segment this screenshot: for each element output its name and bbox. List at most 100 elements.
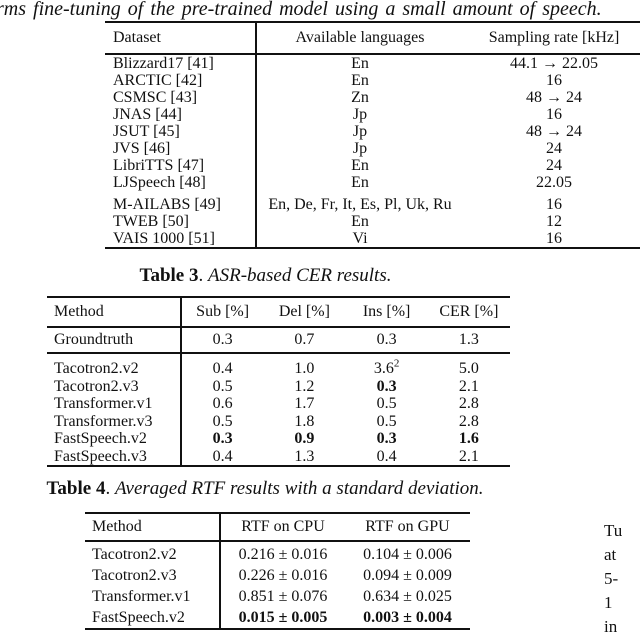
table-row: JVS [46] Jp 24	[105, 140, 640, 157]
text-fragment: in	[604, 617, 618, 636]
rtf-table-header-row: Method RTF on CPU RTF on GPU	[85, 513, 470, 542]
rate-cell: 24	[546, 140, 562, 157]
languages-cell: Jp	[352, 106, 368, 123]
table-row: FastSpeech.v2 0.015 ± 0.005 0.003 ± 0.00…	[85, 607, 470, 629]
table-row: Tacotron2.v3 0.5 1.2 0.3 2.1	[47, 377, 510, 395]
del-cell: 1.8	[294, 412, 315, 430]
sub-cell: 0.3	[181, 327, 264, 354]
cer-results-table: Method Sub [%] Del [%] Ins [%] CER [%] G…	[47, 296, 510, 467]
method-cell: FastSpeech.v3	[47, 447, 182, 466]
dataset-cell: JNAS [44]	[105, 106, 257, 123]
languages-cell: En	[351, 55, 369, 72]
cer-table-header-row: Method Sub [%] Del [%] Ins [%] CER [%]	[47, 297, 510, 328]
cer-cell: 2.8	[458, 412, 479, 430]
dataset-cell: JVS [46]	[105, 140, 257, 157]
rate-cell: 16	[546, 72, 562, 89]
table-row: ARCTIC [42] En 16	[105, 72, 640, 89]
dataset-cell: ARCTIC [42]	[105, 72, 257, 89]
sub-cell: 0.5	[212, 412, 233, 430]
cer-cell: 2.8	[458, 395, 479, 412]
col-header-method: Method	[47, 297, 182, 328]
method-cell: Tacotron2.v2	[47, 353, 182, 378]
table4-caption-label: Table 4	[46, 478, 106, 499]
rtf-cpu-cell: 0.216 ± 0.016	[238, 546, 328, 563]
col-header-ins: Ins [%]	[345, 297, 428, 328]
dataset-cell: M-AILABS [49]	[105, 191, 257, 213]
datasets-table-header-row: Dataset Available languages Sampling rat…	[105, 22, 640, 55]
cer-cell: 2.1	[458, 377, 479, 395]
ins-value: 3.6	[373, 360, 394, 377]
table-row: LibriTTS [47] En 24	[105, 157, 640, 174]
rtf-cpu-cell: 0.015 ± 0.005	[238, 609, 328, 626]
col-header-rtf-gpu: RTF on GPU	[345, 513, 470, 542]
table-row: CSMSC [43] Zn 48 → 24	[105, 89, 640, 106]
cer-cell: 1.3	[427, 327, 510, 354]
rtf-gpu-cell: 0.104 ± 0.006	[363, 546, 452, 563]
languages-cell: Vi	[352, 230, 368, 247]
rate-cell: 16	[546, 196, 562, 213]
del-cell: 1.7	[294, 395, 315, 412]
table-row: Transformer.v3 0.5 1.8 0.5 2.8	[47, 412, 510, 430]
ins-cell: 0.4	[376, 447, 397, 465]
rate-cell: 16	[546, 106, 562, 123]
method-cell: Tacotron2.v3	[47, 377, 182, 395]
sub-cell: 0.6	[212, 395, 233, 412]
del-cell: 1.3	[294, 447, 315, 465]
ins-cell: 0.3	[376, 430, 397, 447]
method-cell: Transformer.v1	[47, 395, 182, 413]
table3-caption-text: ASR-based CER results.	[208, 265, 392, 286]
text-fragment: Tu	[604, 521, 623, 540]
dataset-cell: LJSpeech [48]	[105, 174, 257, 191]
col-header-rtf-cpu: RTF on CPU	[220, 513, 345, 542]
table-row: FastSpeech.v3 0.4 1.3 0.4 2.1	[47, 447, 510, 466]
sub-cell: 0.3	[212, 430, 233, 447]
languages-cell: Jp	[352, 123, 368, 140]
ins-cell: 0.5	[376, 395, 397, 412]
languages-cell: Jp	[352, 140, 368, 157]
rtf-results-table: Method RTF on CPU RTF on GPU Tacotron2.v…	[85, 512, 470, 630]
sub-cell: 0.4	[212, 447, 233, 465]
table-row: FastSpeech.v2 0.3 0.9 0.3 1.6	[47, 430, 510, 448]
table-row: Transformer.v1 0.6 1.7 0.5 2.8	[47, 395, 510, 413]
table-row: LJSpeech [48] En 22.05	[105, 174, 640, 191]
groundtruth-row: Groundtruth 0.3 0.7 0.3 1.3	[47, 327, 510, 354]
languages-cell: En	[351, 157, 369, 174]
table-row: Tacotron2.v3 0.226 ± 0.016 0.094 ± 0.009	[85, 565, 470, 586]
del-cell: 1.2	[294, 377, 315, 395]
del-cell: 1.0	[294, 360, 315, 377]
table-row: Tacotron2.v2 0.4 1.0 3.62 5.0	[47, 353, 510, 378]
table4-caption-text: Averaged RTF results with a standard dev…	[114, 478, 484, 499]
col-header-del: Del [%]	[263, 297, 346, 328]
languages-cell: En	[351, 72, 369, 89]
rate-cell: 44.1 → 22.05	[510, 55, 598, 72]
rtf-gpu-cell: 0.003 ± 0.004	[363, 609, 452, 626]
method-cell: Tacotron2.v3	[85, 565, 221, 586]
rate-cell: 24	[546, 157, 562, 174]
languages-cell: Zn	[351, 89, 369, 106]
method-cell: Tacotron2.v2	[85, 541, 221, 565]
dataset-cell: CSMSC [43]	[105, 89, 257, 106]
col-header-languages: Available languages	[256, 22, 463, 55]
sub-cell: 0.4	[212, 360, 233, 377]
table-row: Transformer.v1 0.851 ± 0.076 0.634 ± 0.0…	[85, 586, 470, 607]
ins-cell: 0.3	[376, 377, 397, 395]
method-cell: FastSpeech.v2	[47, 430, 182, 448]
rtf-gpu-cell: 0.634 ± 0.025	[363, 588, 452, 605]
rtf-gpu-cell: 0.094 ± 0.009	[363, 567, 452, 584]
col-header-dataset: Dataset	[105, 22, 257, 55]
table3-caption-label: Table 3	[139, 265, 199, 286]
rate-cell: 48 → 24	[526, 123, 582, 140]
table3-caption: Table 3. ASR-based CER results.	[33, 265, 498, 287]
dataset-cell: Blizzard17 [41]	[105, 54, 257, 72]
method-cell: Transformer.v1	[85, 586, 221, 607]
cer-cell: 1.6	[458, 430, 479, 447]
text-fragment: 1	[604, 593, 613, 612]
rtf-cpu-cell: 0.226 ± 0.016	[238, 567, 328, 584]
cer-cell: 2.1	[458, 447, 479, 465]
col-header-sub: Sub [%]	[181, 297, 264, 328]
table-row: Blizzard17 [41] En 44.1 → 22.05	[105, 54, 640, 72]
table-row: Tacotron2.v2 0.216 ± 0.016 0.104 ± 0.006	[85, 541, 470, 565]
dataset-cell: JSUT [45]	[105, 123, 257, 140]
rtf-cpu-cell: 0.851 ± 0.076	[238, 588, 328, 605]
col-header-cer: CER [%]	[427, 297, 510, 328]
